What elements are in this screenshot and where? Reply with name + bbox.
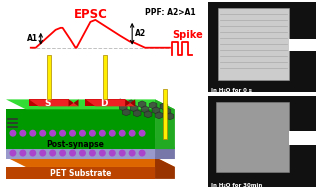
Text: A1: A1 xyxy=(26,34,38,43)
Polygon shape xyxy=(155,112,163,119)
Text: A2: A2 xyxy=(135,29,146,38)
Polygon shape xyxy=(122,109,130,116)
Polygon shape xyxy=(155,137,175,159)
Circle shape xyxy=(80,130,85,136)
Polygon shape xyxy=(85,99,135,106)
Circle shape xyxy=(50,150,56,156)
Bar xyxy=(103,55,107,99)
Polygon shape xyxy=(6,157,175,167)
Polygon shape xyxy=(125,99,135,106)
Circle shape xyxy=(119,130,125,136)
Text: EPSC: EPSC xyxy=(73,8,108,21)
Text: D: D xyxy=(100,99,108,108)
Circle shape xyxy=(130,130,135,136)
Text: Spike: Spike xyxy=(172,30,203,40)
Circle shape xyxy=(90,130,95,136)
Polygon shape xyxy=(127,100,135,107)
Polygon shape xyxy=(155,99,175,149)
Circle shape xyxy=(119,150,125,156)
Circle shape xyxy=(90,150,95,156)
Circle shape xyxy=(100,130,105,136)
Polygon shape xyxy=(119,104,127,111)
FancyBboxPatch shape xyxy=(218,8,289,80)
Text: Post-synapse: Post-synapse xyxy=(47,140,104,149)
Circle shape xyxy=(70,130,75,136)
Polygon shape xyxy=(160,103,168,110)
Text: PPF: A2>A1: PPF: A2>A1 xyxy=(145,8,195,17)
Polygon shape xyxy=(6,99,175,109)
Polygon shape xyxy=(69,99,78,106)
Circle shape xyxy=(30,150,35,156)
Text: G: Pre-synapse: G: Pre-synapse xyxy=(56,140,115,146)
Polygon shape xyxy=(138,101,146,108)
FancyBboxPatch shape xyxy=(208,96,316,187)
Circle shape xyxy=(20,150,26,156)
Polygon shape xyxy=(144,111,152,118)
Text: In H₂O for 30min: In H₂O for 30min xyxy=(211,183,262,188)
Circle shape xyxy=(130,150,135,156)
FancyBboxPatch shape xyxy=(208,2,316,92)
Text: S: S xyxy=(44,99,51,108)
Polygon shape xyxy=(133,110,141,117)
Circle shape xyxy=(60,130,65,136)
Circle shape xyxy=(40,130,46,136)
Circle shape xyxy=(30,130,35,136)
Circle shape xyxy=(80,150,85,156)
Circle shape xyxy=(40,150,46,156)
Polygon shape xyxy=(149,102,157,109)
Circle shape xyxy=(139,150,145,156)
Polygon shape xyxy=(6,167,155,179)
Circle shape xyxy=(10,150,16,156)
FancyBboxPatch shape xyxy=(216,102,289,172)
FancyBboxPatch shape xyxy=(289,39,319,51)
Circle shape xyxy=(139,130,145,136)
Text: In H₂O for 0 s: In H₂O for 0 s xyxy=(211,88,252,93)
Polygon shape xyxy=(130,105,138,112)
Circle shape xyxy=(109,130,115,136)
Bar xyxy=(163,89,167,139)
Polygon shape xyxy=(29,99,78,106)
Polygon shape xyxy=(155,157,175,179)
Polygon shape xyxy=(85,99,125,106)
Polygon shape xyxy=(166,113,174,120)
Circle shape xyxy=(109,150,115,156)
Polygon shape xyxy=(6,109,155,149)
Circle shape xyxy=(50,130,56,136)
Polygon shape xyxy=(152,107,160,114)
Polygon shape xyxy=(116,99,124,106)
Polygon shape xyxy=(29,99,69,106)
Polygon shape xyxy=(6,147,155,159)
Polygon shape xyxy=(141,106,149,113)
Text: PET Substrate: PET Substrate xyxy=(50,169,111,178)
Polygon shape xyxy=(163,108,171,115)
Circle shape xyxy=(70,150,75,156)
Polygon shape xyxy=(6,137,175,147)
Circle shape xyxy=(100,150,105,156)
Circle shape xyxy=(60,150,65,156)
Bar xyxy=(47,55,51,99)
Circle shape xyxy=(10,130,16,136)
FancyBboxPatch shape xyxy=(289,131,319,145)
Circle shape xyxy=(20,130,26,136)
